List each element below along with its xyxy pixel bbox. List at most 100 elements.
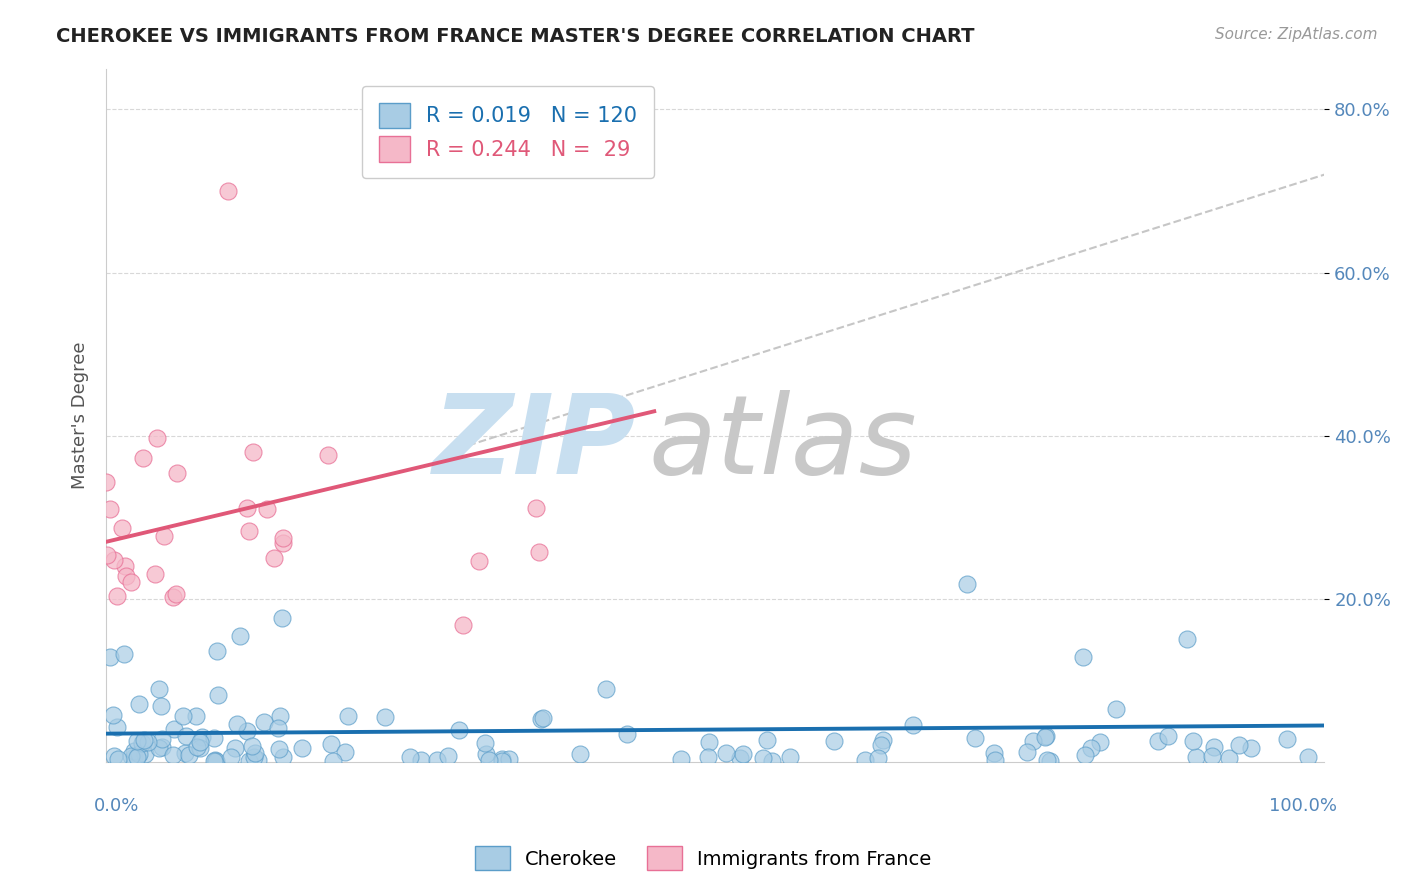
Point bbox=[468, 553, 491, 567]
Point bbox=[866, 751, 889, 765]
Point bbox=[112, 648, 135, 662]
Point bbox=[498, 751, 520, 765]
Point bbox=[162, 747, 184, 762]
Point bbox=[478, 753, 501, 767]
Point bbox=[269, 741, 291, 756]
Point bbox=[134, 747, 156, 761]
Text: 0.0%: 0.0% bbox=[94, 797, 139, 815]
Point bbox=[98, 502, 121, 516]
Point bbox=[1202, 739, 1225, 754]
Point bbox=[291, 741, 314, 756]
Point bbox=[163, 722, 186, 736]
Point bbox=[224, 740, 246, 755]
Point bbox=[236, 724, 259, 739]
Point bbox=[398, 749, 420, 764]
Point bbox=[872, 733, 894, 747]
Point bbox=[697, 735, 720, 749]
Point bbox=[1105, 702, 1128, 716]
Point bbox=[269, 709, 291, 723]
Point bbox=[1240, 740, 1263, 755]
Point bbox=[217, 184, 239, 198]
Point bbox=[728, 751, 751, 765]
Legend: R = 0.019   N = 120, R = 0.244   N =  29: R = 0.019 N = 120, R = 0.244 N = 29 bbox=[361, 86, 654, 178]
Point bbox=[474, 747, 496, 762]
Point bbox=[128, 697, 150, 711]
Point bbox=[752, 751, 775, 765]
Point bbox=[530, 713, 553, 727]
Text: CHEROKEE VS IMMIGRANTS FROM FRANCE MASTER'S DEGREE CORRELATION CHART: CHEROKEE VS IMMIGRANTS FROM FRANCE MASTE… bbox=[56, 27, 974, 45]
Point bbox=[316, 448, 339, 462]
Point bbox=[202, 754, 225, 768]
Point bbox=[956, 577, 979, 591]
Point bbox=[103, 748, 125, 763]
Point bbox=[105, 589, 128, 603]
Point bbox=[238, 524, 260, 539]
Point bbox=[321, 737, 343, 751]
Point bbox=[191, 731, 214, 745]
Point bbox=[105, 721, 128, 735]
Point bbox=[337, 708, 360, 723]
Point bbox=[172, 708, 194, 723]
Point bbox=[114, 559, 136, 574]
Point bbox=[150, 732, 173, 747]
Point bbox=[1157, 729, 1180, 743]
Point bbox=[103, 553, 125, 567]
Point bbox=[271, 611, 294, 625]
Point bbox=[120, 574, 142, 589]
Point bbox=[1033, 730, 1056, 744]
Point bbox=[1036, 753, 1059, 767]
Point bbox=[226, 716, 249, 731]
Point bbox=[205, 644, 228, 658]
Point bbox=[595, 681, 617, 696]
Point bbox=[145, 431, 167, 445]
Point bbox=[855, 753, 877, 767]
Point bbox=[447, 723, 470, 737]
Point bbox=[114, 569, 136, 583]
Point bbox=[136, 735, 159, 749]
Point bbox=[901, 718, 924, 732]
Point bbox=[411, 753, 433, 767]
Text: 100.0%: 100.0% bbox=[1268, 797, 1337, 815]
Point bbox=[491, 754, 513, 768]
Point bbox=[173, 746, 195, 760]
Point bbox=[131, 736, 153, 750]
Point bbox=[125, 734, 148, 748]
Point bbox=[1015, 745, 1038, 759]
Point bbox=[238, 754, 260, 768]
Point bbox=[134, 733, 156, 747]
Point bbox=[761, 754, 783, 768]
Point bbox=[491, 752, 513, 766]
Point bbox=[870, 738, 893, 752]
Point bbox=[179, 748, 201, 763]
Point bbox=[779, 750, 801, 764]
Point bbox=[425, 753, 447, 767]
Point bbox=[235, 500, 257, 515]
Point bbox=[1298, 749, 1320, 764]
Point bbox=[322, 754, 344, 768]
Point bbox=[98, 649, 121, 664]
Point bbox=[120, 749, 142, 764]
Point bbox=[1039, 754, 1062, 768]
Text: atlas: atlas bbox=[648, 390, 917, 497]
Point bbox=[671, 751, 693, 765]
Point bbox=[124, 750, 146, 764]
Point bbox=[568, 747, 591, 761]
Point bbox=[1022, 733, 1045, 747]
Point bbox=[111, 521, 134, 535]
Point bbox=[228, 629, 250, 643]
Point bbox=[527, 545, 550, 559]
Point bbox=[756, 733, 779, 747]
Point bbox=[374, 710, 396, 724]
Point bbox=[204, 754, 226, 768]
Point bbox=[271, 531, 294, 545]
Point bbox=[162, 590, 184, 604]
Point bbox=[1035, 729, 1057, 743]
Point bbox=[243, 746, 266, 760]
Point bbox=[1146, 734, 1168, 748]
Point bbox=[124, 744, 146, 758]
Point bbox=[1074, 748, 1097, 763]
Point bbox=[453, 618, 475, 632]
Point bbox=[1088, 735, 1111, 749]
Text: Source: ZipAtlas.com: Source: ZipAtlas.com bbox=[1215, 27, 1378, 42]
Point bbox=[271, 535, 294, 549]
